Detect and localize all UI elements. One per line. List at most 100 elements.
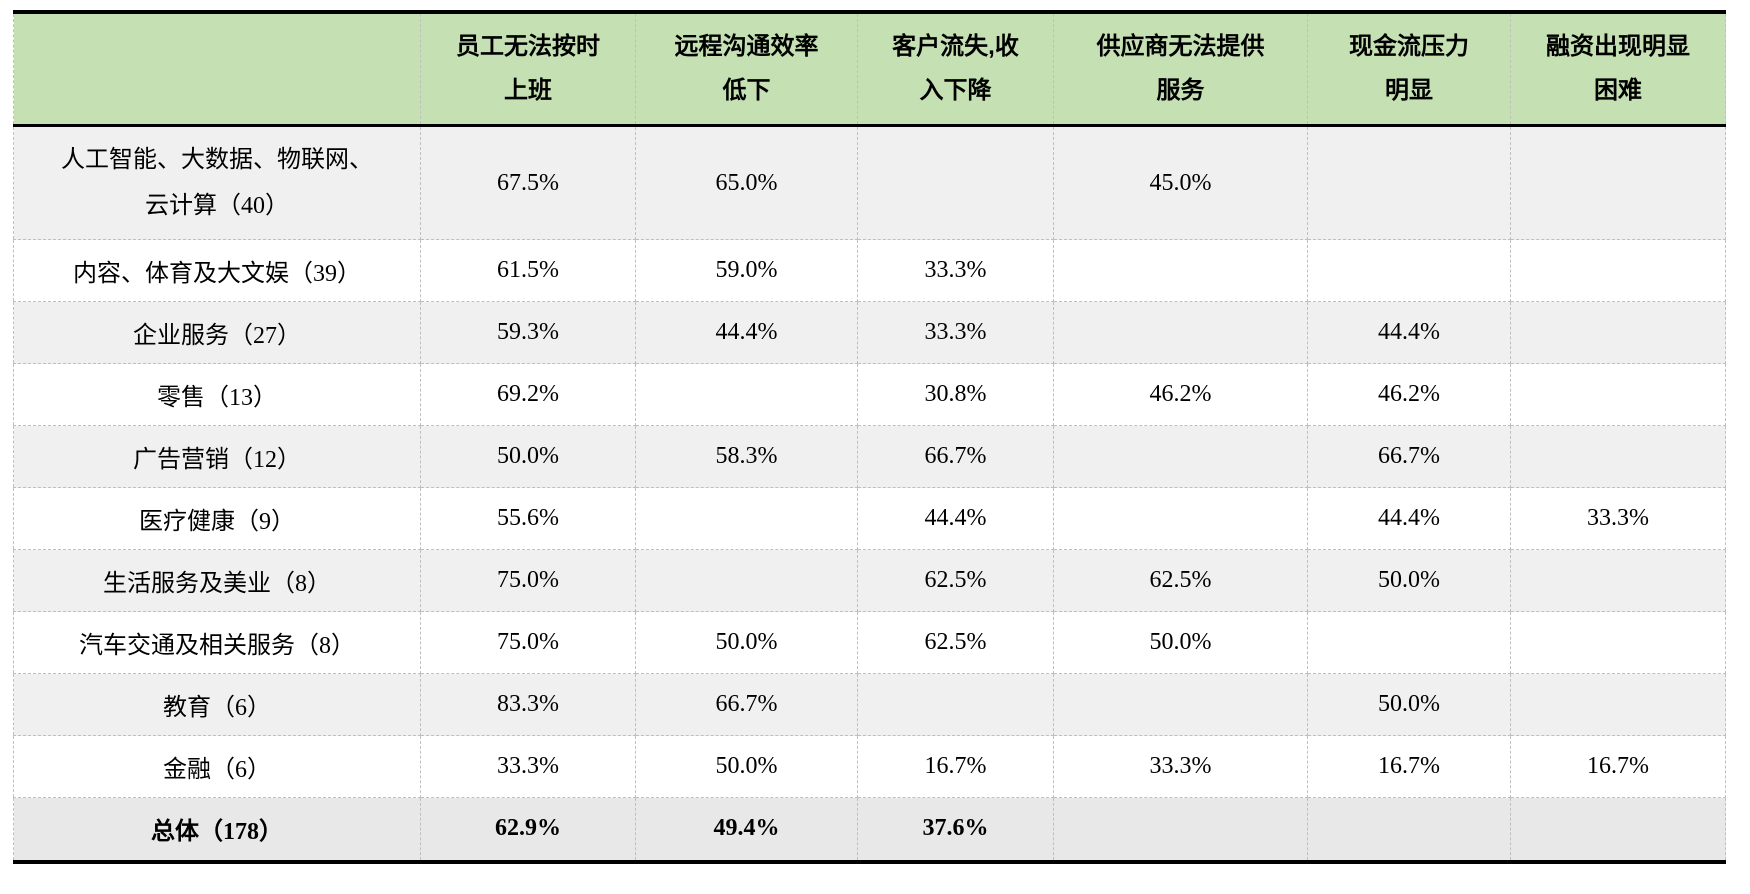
column-header: 客户流失,收 入下降 [857,12,1054,127]
row-label-cell: 医疗健康（9） [13,487,421,550]
row-label-cell: 内容、体育及大文娱（39） [13,239,421,302]
value-cell: 62.5% [857,549,1054,612]
value-cell: 67.5% [420,125,636,240]
value-cell: 50.0% [1307,549,1511,612]
value-cell [1510,549,1726,612]
value-cell: 49.4% [635,797,858,862]
value-cell: 50.0% [635,611,858,674]
row-label-cell: 金融（6） [13,735,421,798]
table-row: 企业服务（27） 59.3% 44.4% 33.3% 44.4% [13,301,1726,364]
column-header: 远程沟通效率 低下 [635,12,858,127]
value-cell [1053,673,1308,736]
row-label-cell: 教育（6） [13,673,421,736]
value-cell: 16.7% [1307,735,1511,798]
row-label-cell: 企业服务（27） [13,301,421,364]
value-cell: 83.3% [420,673,636,736]
value-cell [1510,125,1726,240]
column-header-line: 客户流失,收 [892,32,1019,60]
column-header-line: 员工无法按时 [456,32,600,60]
value-cell: 61.5% [420,239,636,302]
value-cell: 33.3% [420,735,636,798]
value-cell [1307,797,1511,862]
value-cell: 44.4% [1307,301,1511,364]
value-cell: 69.2% [420,363,636,426]
value-cell [857,673,1054,736]
table-row: 教育（6） 83.3% 66.7% 50.0% [13,673,1726,736]
value-cell: 50.0% [420,425,636,488]
value-cell: 46.2% [1307,363,1511,426]
value-cell [857,125,1054,240]
value-cell: 45.0% [1053,125,1308,240]
total-label-cell: 总体（178） [13,797,421,862]
value-cell [1307,125,1511,240]
table-header: 员工无法按时 上班 远程沟通效率 低下 客户流失,收 入下降 供应商无法提供 服务 现金流压力明… [13,12,1726,127]
value-cell: 33.3% [1053,735,1308,798]
value-cell [635,549,858,612]
value-cell [635,363,858,426]
value-cell [1510,425,1726,488]
table-row: 金融（6） 33.3% 50.0% 16.7% 33.3% 16.7% 16.7% [13,735,1726,798]
value-cell: 50.0% [1307,673,1511,736]
value-cell [1053,425,1308,488]
value-cell: 75.0% [420,611,636,674]
value-cell: 33.3% [1510,487,1726,550]
value-cell: 66.7% [1307,425,1511,488]
value-cell [1510,611,1726,674]
value-cell: 62.5% [857,611,1054,674]
value-cell [1053,487,1308,550]
row-label-line: 人工智能、大数据、物联网、 [61,147,373,174]
column-header-line: 上班 [504,77,552,105]
value-cell [1510,301,1726,364]
column-header: 员工无法按时 上班 [420,12,636,127]
row-label-cell: 生活服务及美业（8） [13,549,421,612]
row-label-cell: 汽车交通及相关服务（8） [13,611,421,674]
value-cell [1307,239,1511,302]
column-header: 现金流压力 明显 [1307,12,1511,127]
column-header-line: 融资出现明显 [1546,32,1690,60]
value-cell: 16.7% [1510,735,1726,798]
column-header-line: 低下 [722,77,771,105]
value-cell: 59.0% [635,239,858,302]
row-label-cell: 广告营销（12） [13,425,421,488]
value-cell: 75.0% [420,549,636,612]
value-cell: 16.7% [857,735,1054,798]
value-cell: 66.7% [635,673,858,736]
value-cell [1510,797,1726,862]
value-cell: 46.2% [1053,363,1308,426]
column-header-line: 明显 [1385,77,1433,105]
value-cell [1510,363,1726,426]
value-cell: 44.4% [635,301,858,364]
column-header: 供应商无法提供 服务 [1053,12,1308,127]
table-row: 零售（13） 69.2% 30.8% 46.2% 46.2% [13,363,1726,426]
table-row: 生活服务及美业（8） 75.0% 62.5% 62.5% 50.0% [13,549,1726,612]
value-cell [1053,797,1308,862]
value-cell [1510,673,1726,736]
table-row: 医疗健康（9） 55.6% 44.4% 44.4% 33.3% [13,487,1726,550]
value-cell: 65.0% [635,125,858,240]
total-row: 总体（178） 62.9% 49.4% 37.6% [13,797,1726,862]
value-cell [1510,239,1726,302]
value-cell: 30.8% [857,363,1054,426]
column-header-line: 入下降 [919,77,992,105]
corner-cell [13,12,421,127]
value-cell: 50.0% [1053,611,1308,674]
value-cell [1053,301,1308,364]
row-label-cell: 零售（13） [13,363,421,426]
value-cell: 62.5% [1053,549,1308,612]
value-cell: 59.3% [420,301,636,364]
row-label-line: 云计算（40） [145,192,289,219]
value-cell [1307,611,1511,674]
table-row: 人工智能、大数据、物联网、 云计算（40） 67.5% 65.0% 45.0% [13,125,1726,240]
value-cell: 62.9% [420,797,636,862]
header-row: 员工无法按时 上班 远程沟通效率 低下 客户流失,收 入下降 供应商无法提供 服务 现金流压力明… [13,12,1726,127]
industry-impact-table: 员工无法按时 上班 远程沟通效率 低下 客户流失,收 入下降 供应商无法提供 服务 现金流压力明… [13,10,1726,864]
value-cell: 37.6% [857,797,1054,862]
value-cell [1053,239,1308,302]
column-header-line: 困难 [1594,77,1642,105]
value-cell [635,487,858,550]
table-row: 广告营销（12） 50.0% 58.3% 66.7% 66.7% [13,425,1726,488]
value-cell: 33.3% [857,239,1054,302]
column-header-line: 远程沟通效率 [674,32,819,60]
column-header-line: 供应商无法提供 [1096,32,1265,60]
